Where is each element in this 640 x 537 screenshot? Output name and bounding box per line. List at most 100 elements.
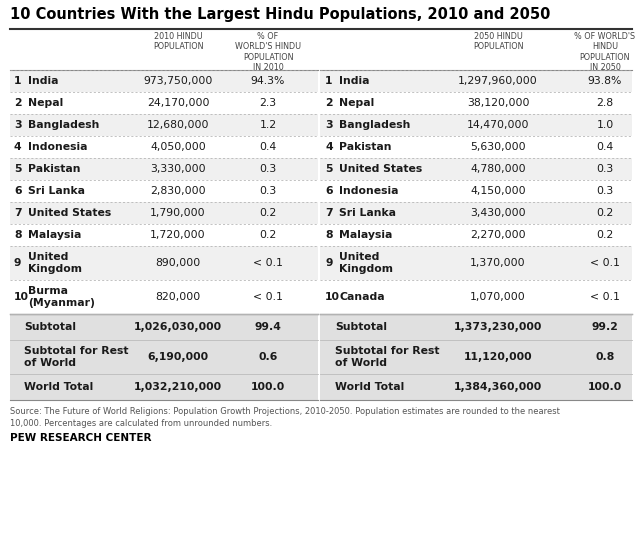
Text: Malaysia: Malaysia — [339, 230, 392, 240]
Text: 9: 9 — [325, 258, 333, 268]
Bar — [10, 340, 318, 374]
Text: 5,630,000: 5,630,000 — [470, 142, 526, 152]
Text: 2: 2 — [325, 98, 333, 108]
Text: 820,000: 820,000 — [156, 292, 200, 302]
Text: Nepal: Nepal — [28, 98, 63, 108]
Text: 2.8: 2.8 — [596, 98, 614, 108]
Bar — [320, 202, 632, 224]
Text: 5: 5 — [325, 164, 333, 174]
Text: 38,120,000: 38,120,000 — [467, 98, 529, 108]
Text: 0.8: 0.8 — [595, 352, 614, 362]
Text: 7: 7 — [325, 208, 333, 218]
Text: 890,000: 890,000 — [156, 258, 200, 268]
Text: Indonesia: Indonesia — [28, 142, 88, 152]
Text: 2,830,000: 2,830,000 — [150, 186, 206, 196]
Text: Bangladesh: Bangladesh — [339, 120, 410, 130]
Text: 4,780,000: 4,780,000 — [470, 164, 526, 174]
Text: 8: 8 — [14, 230, 22, 240]
Text: 1.2: 1.2 — [259, 120, 276, 130]
Bar — [320, 314, 632, 340]
Text: 1,790,000: 1,790,000 — [150, 208, 206, 218]
Text: 100.0: 100.0 — [251, 382, 285, 392]
Text: % OF WORLD'S
HINDU
POPULATION
IN 2050: % OF WORLD'S HINDU POPULATION IN 2050 — [575, 32, 636, 72]
Text: 100.0: 100.0 — [588, 382, 622, 392]
Text: 0.2: 0.2 — [259, 230, 276, 240]
Text: Pakistan: Pakistan — [339, 142, 392, 152]
Text: 7: 7 — [14, 208, 22, 218]
Text: Nepal: Nepal — [339, 98, 374, 108]
Text: 2: 2 — [14, 98, 22, 108]
Text: Subtotal for Rest
of World: Subtotal for Rest of World — [335, 346, 440, 368]
Bar — [10, 202, 318, 224]
Bar — [10, 374, 318, 400]
Text: 1,032,210,000: 1,032,210,000 — [134, 382, 222, 392]
Text: 93.8%: 93.8% — [588, 76, 622, 86]
Text: 3,330,000: 3,330,000 — [150, 164, 206, 174]
Bar — [320, 374, 632, 400]
Text: 24,170,000: 24,170,000 — [147, 98, 209, 108]
Text: < 0.1: < 0.1 — [590, 258, 620, 268]
Text: % OF
WORLD'S HINDU
POPULATION
IN 2010: % OF WORLD'S HINDU POPULATION IN 2010 — [235, 32, 301, 72]
Text: 6: 6 — [325, 186, 333, 196]
Bar — [320, 114, 632, 136]
Text: Canada: Canada — [339, 292, 385, 302]
Text: United States: United States — [339, 164, 422, 174]
Text: Pakistan: Pakistan — [28, 164, 81, 174]
Text: Subtotal: Subtotal — [335, 322, 387, 332]
Bar — [320, 246, 632, 280]
Text: 3: 3 — [325, 120, 333, 130]
Text: Sri Lanka: Sri Lanka — [339, 208, 396, 218]
Text: 1,373,230,000: 1,373,230,000 — [454, 322, 542, 332]
Text: 973,750,000: 973,750,000 — [143, 76, 212, 86]
Text: 2,270,000: 2,270,000 — [470, 230, 526, 240]
Text: 0.2: 0.2 — [596, 230, 614, 240]
Text: 4: 4 — [14, 142, 22, 152]
Bar — [10, 158, 318, 180]
Bar — [320, 340, 632, 374]
Text: 0.6: 0.6 — [259, 352, 278, 362]
Text: 0.2: 0.2 — [259, 208, 276, 218]
Text: 14,470,000: 14,470,000 — [467, 120, 529, 130]
Text: 1: 1 — [325, 76, 333, 86]
Text: 99.2: 99.2 — [591, 322, 618, 332]
Bar — [320, 70, 632, 92]
Text: 3,430,000: 3,430,000 — [470, 208, 526, 218]
Text: United
Kingdom: United Kingdom — [28, 252, 82, 274]
Text: 0.3: 0.3 — [596, 186, 614, 196]
Text: Malaysia: Malaysia — [28, 230, 81, 240]
Text: 0.4: 0.4 — [596, 142, 614, 152]
Text: 9: 9 — [14, 258, 22, 268]
Text: 1,026,030,000: 1,026,030,000 — [134, 322, 222, 332]
Text: 1,720,000: 1,720,000 — [150, 230, 206, 240]
Text: 12,680,000: 12,680,000 — [147, 120, 209, 130]
Text: 1,297,960,000: 1,297,960,000 — [458, 76, 538, 86]
Text: < 0.1: < 0.1 — [253, 258, 283, 268]
Text: 6,190,000: 6,190,000 — [147, 352, 209, 362]
Text: 1.0: 1.0 — [596, 120, 614, 130]
Text: 99.4: 99.4 — [255, 322, 282, 332]
Text: India: India — [28, 76, 58, 86]
Text: 0.3: 0.3 — [259, 164, 276, 174]
Text: Indonesia: Indonesia — [339, 186, 399, 196]
Bar — [10, 246, 318, 280]
Text: 8: 8 — [325, 230, 333, 240]
Text: Burma
(Myanmar): Burma (Myanmar) — [28, 286, 95, 308]
Text: Sri Lanka: Sri Lanka — [28, 186, 85, 196]
Text: < 0.1: < 0.1 — [590, 292, 620, 302]
Text: Subtotal for Rest
of World: Subtotal for Rest of World — [24, 346, 129, 368]
Text: 10: 10 — [14, 292, 29, 302]
Text: Subtotal: Subtotal — [24, 322, 76, 332]
Text: 11,120,000: 11,120,000 — [464, 352, 532, 362]
Bar — [320, 158, 632, 180]
Text: 2010 HINDU
POPULATION: 2010 HINDU POPULATION — [153, 32, 204, 52]
Text: 6: 6 — [14, 186, 22, 196]
Bar — [10, 114, 318, 136]
Text: World Total: World Total — [24, 382, 93, 392]
Text: 0.3: 0.3 — [596, 164, 614, 174]
Text: United
Kingdom: United Kingdom — [339, 252, 393, 274]
Text: 1: 1 — [14, 76, 22, 86]
Text: 0.2: 0.2 — [596, 208, 614, 218]
Text: Source: The Future of World Religions: Population Growth Projections, 2010-2050.: Source: The Future of World Religions: P… — [10, 407, 560, 428]
Text: 1,070,000: 1,070,000 — [470, 292, 526, 302]
Text: PEW RESEARCH CENTER: PEW RESEARCH CENTER — [10, 433, 152, 443]
